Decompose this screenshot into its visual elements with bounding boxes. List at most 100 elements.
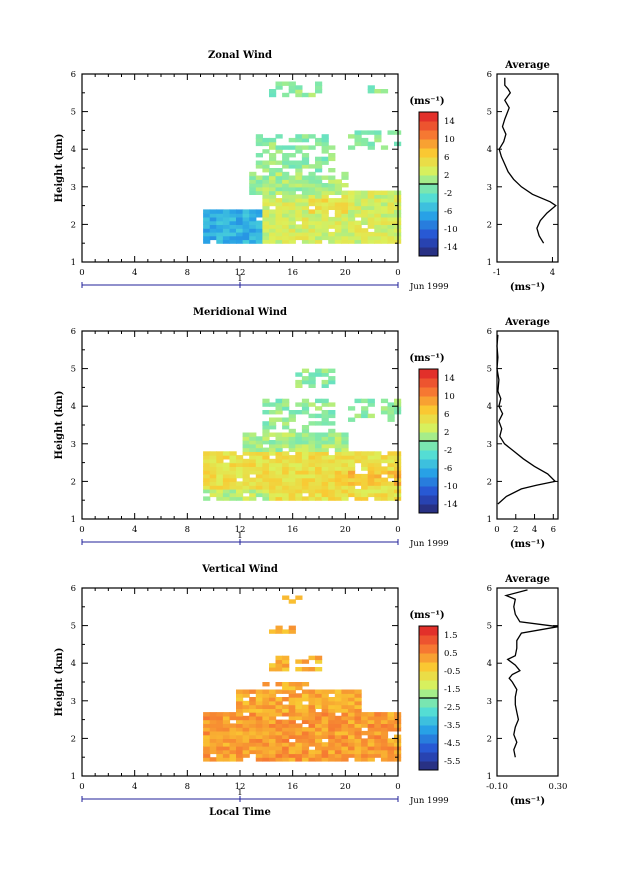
- heatmap-cell: [236, 730, 244, 736]
- heatmap-cell: [380, 398, 389, 404]
- heatmap-cell: [288, 194, 296, 199]
- heatmap-cell: [334, 447, 342, 452]
- heatmap-cell: [341, 481, 349, 486]
- heatmap-cell: [334, 723, 342, 728]
- heatmap-cell: [295, 700, 303, 706]
- heatmap-cell: [321, 368, 329, 373]
- heatmap-cell: [203, 730, 211, 736]
- heatmap-cell: [203, 727, 211, 732]
- heatmap-cell: [308, 440, 316, 445]
- heatmap-cell: [275, 201, 283, 207]
- heatmap-cell: [255, 436, 263, 441]
- heatmap-cell: [216, 239, 224, 244]
- heatmap-cell: [269, 477, 277, 482]
- heatmap-cell: [269, 190, 277, 195]
- heatmap-cell: [380, 224, 389, 229]
- heatmap-cell: [203, 734, 211, 739]
- heatmap-cell: [275, 410, 283, 415]
- heatmap-cell: [216, 712, 224, 717]
- heatmap-cell: [301, 231, 310, 237]
- heatmap-cell: [308, 723, 316, 728]
- heatmap-cell: [249, 730, 257, 736]
- heatmap-cell: [301, 727, 310, 732]
- heatmap-cell: [341, 730, 349, 736]
- heatmap-cell: [282, 186, 290, 192]
- heatmap-cell: [367, 734, 375, 739]
- heatmap-cell: [308, 145, 316, 150]
- heatmap-cell: [209, 745, 217, 751]
- heatmap-cell: [301, 689, 310, 694]
- heatmap-cell: [380, 715, 389, 721]
- heatmap-cell: [328, 156, 336, 162]
- heatmap-cell: [269, 92, 277, 98]
- colorbar-tick-label: 6: [444, 410, 449, 420]
- average-y-tick-label: 3: [487, 697, 492, 707]
- heatmap-cell: [209, 209, 217, 214]
- heatmap-cell: [348, 704, 356, 709]
- heatmap-cell: [354, 231, 362, 237]
- date-label: Jun 1999: [409, 539, 449, 549]
- heatmap-cell: [288, 473, 296, 479]
- heatmap-cell: [315, 447, 323, 452]
- heatmap-cell: [315, 704, 323, 709]
- heatmap-cell: [315, 727, 323, 732]
- heatmap-cell: [361, 477, 369, 482]
- colorbar-tick-label: -5.5: [444, 757, 460, 767]
- heatmap-cell: [328, 745, 336, 751]
- heatmap-cell: [295, 734, 303, 739]
- heatmap-cell: [374, 466, 382, 471]
- heatmap-cell: [288, 413, 296, 419]
- heatmap-cell: [361, 141, 369, 147]
- heatmap-cell: [229, 209, 237, 214]
- heatmap-cell: [367, 231, 375, 237]
- heatmap-cell: [374, 239, 382, 244]
- heatmap-cell: [380, 477, 389, 482]
- heatmap-cell: [301, 742, 310, 747]
- heatmap-cell: [209, 727, 217, 732]
- heatmap-cell: [203, 719, 211, 724]
- heatmap-cell: [341, 447, 349, 452]
- heatmap-cell: [275, 228, 283, 233]
- heatmap-cell: [387, 738, 395, 743]
- heatmap-cell: [269, 201, 277, 207]
- heatmap-cell: [308, 757, 316, 762]
- heatmap-cell: [262, 421, 270, 426]
- heatmap-cell: [282, 712, 290, 717]
- heatmap-cell: [308, 194, 316, 199]
- heatmap-cell: [209, 224, 217, 229]
- heatmap-cell: [269, 153, 277, 158]
- average-y-tick-label: 6: [487, 70, 492, 80]
- heatmap-cell: [308, 462, 316, 467]
- heatmap-cell: [308, 376, 316, 381]
- heatmap-cell: [334, 742, 342, 747]
- heatmap-cell: [275, 443, 283, 449]
- heatmap-cell: [236, 228, 244, 233]
- heatmap-cell: [321, 458, 329, 464]
- heatmap-cell: [308, 697, 316, 702]
- heatmap-cell: [295, 149, 303, 154]
- heatmap-cell: [282, 629, 290, 634]
- heatmap-cell: [255, 458, 263, 464]
- heatmap-cell: [387, 198, 395, 203]
- heatmap-cell: [269, 708, 277, 713]
- heatmap-cell: [295, 485, 303, 490]
- heatmap-cell: [354, 398, 362, 404]
- heatmap-cell: [321, 719, 329, 724]
- heatmap-cell: [348, 194, 356, 199]
- colorbar-tick-label: -2: [444, 189, 452, 199]
- heatmap-cell: [387, 205, 395, 210]
- heatmap-cell: [262, 689, 270, 694]
- heatmap-cell: [334, 749, 342, 755]
- heatmap-cell: [216, 209, 224, 214]
- heatmap-cell: [334, 730, 342, 736]
- heatmap-cell: [308, 183, 316, 188]
- heatmap-cell: [288, 153, 296, 158]
- heatmap-cell: [255, 712, 263, 717]
- y-tick-label: 1: [71, 258, 76, 268]
- heatmap-cell: [341, 485, 349, 490]
- heatmap-cell: [334, 186, 342, 192]
- heatmap-cell: [282, 470, 290, 475]
- heatmap-cell: [334, 470, 342, 475]
- heatmap-cell: [249, 719, 257, 724]
- heatmap-cell: [348, 451, 356, 456]
